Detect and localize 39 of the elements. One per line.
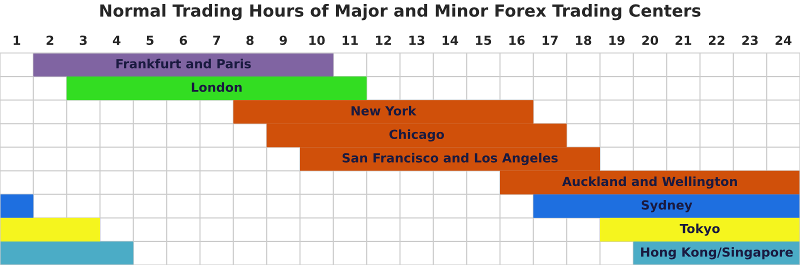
- y-tick-label: Chicago: [389, 129, 444, 142]
- x-tick-label: 19: [609, 36, 625, 46]
- x-tick-label: 3: [80, 36, 87, 46]
- bar: [0, 241, 134, 265]
- x-tick-label: 15: [476, 36, 492, 46]
- x-tick-label: 24: [776, 36, 792, 45]
- x-tick-label: 9: [280, 36, 287, 46]
- y-tick-label: Hong Kong/Singapore: [641, 247, 793, 260]
- x-tick-label: 5: [146, 36, 154, 46]
- bar: [66, 76, 367, 100]
- y-tick-label: New York: [352, 106, 416, 116]
- x-tick-label: 14: [442, 36, 458, 45]
- y-tick-label: Auckland and Wellington: [562, 176, 737, 189]
- x-tick-label: 2: [46, 36, 54, 45]
- y-tick-label: London: [192, 82, 242, 92]
- x-tick-label: 16: [509, 36, 525, 46]
- x-tick-label: 7: [213, 36, 220, 45]
- y-tick-label: Frankfurt and Paris: [116, 58, 251, 68]
- x-tick-label: 10: [309, 36, 325, 46]
- y-tick-label: Sydney: [642, 200, 692, 212]
- x-tick-label: 6: [180, 36, 188, 46]
- x-tick-label: 8: [246, 36, 254, 46]
- x-tick-label: 17: [542, 36, 558, 45]
- x-tick-label: 20: [642, 36, 658, 46]
- x-tick-label: 22: [708, 36, 724, 45]
- bar: [0, 194, 34, 218]
- x-tick-label: 12: [376, 36, 391, 45]
- bar: [0, 218, 100, 242]
- y-tick-label: Tokyo: [680, 224, 720, 236]
- x-tick-label: 21: [676, 36, 692, 45]
- x-tick-label: 4: [112, 36, 120, 45]
- y-tick-label: San Francisco and Los Angeles: [342, 152, 558, 166]
- bar: [33, 53, 334, 77]
- x-tick-label: 13: [409, 36, 424, 46]
- x-tick-label: 11: [342, 36, 358, 45]
- x-tick-label: 1: [14, 36, 20, 45]
- x-tick-label: 18: [576, 36, 592, 46]
- x-tick-label: 23: [742, 36, 758, 46]
- chart-title: Normal Trading Hours of Major and Minor Forex Trading Centers: [100, 4, 700, 20]
